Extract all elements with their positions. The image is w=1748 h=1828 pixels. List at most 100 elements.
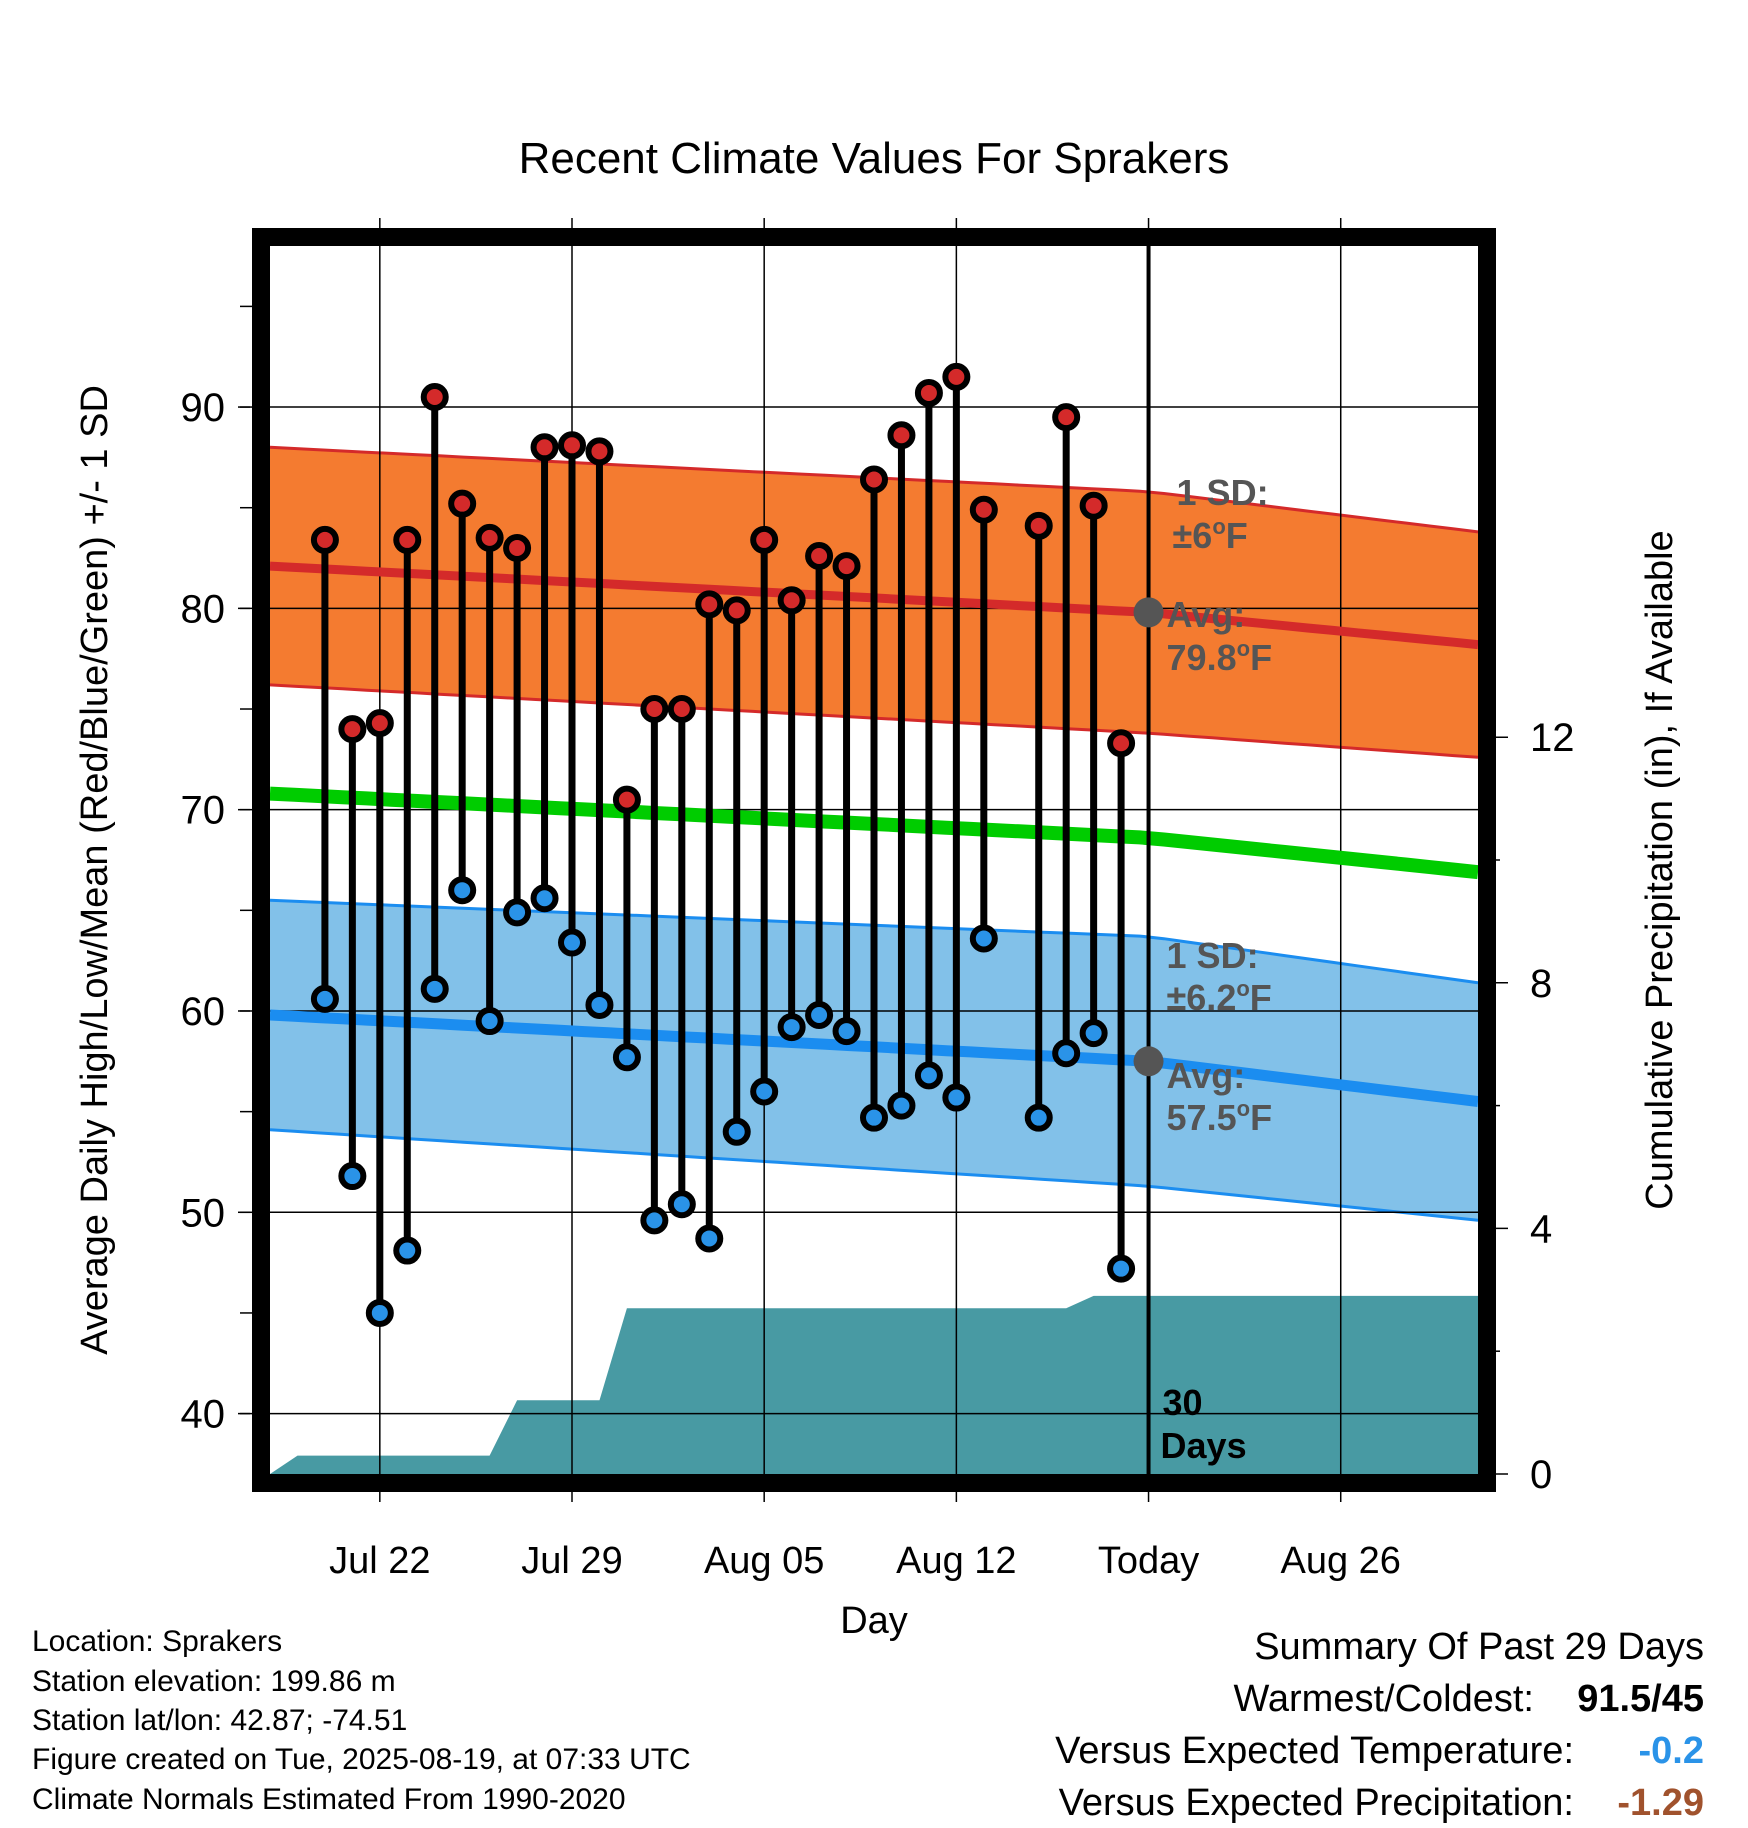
daily-high-point xyxy=(1107,729,1136,758)
daily-high-point xyxy=(969,495,998,524)
daily-low-point xyxy=(612,1043,641,1072)
daily-low-point xyxy=(393,1236,422,1265)
footer-normals: Climate Normals Estimated From 1990-2020 xyxy=(32,1783,626,1816)
x-axis-label: Day xyxy=(840,1600,908,1642)
daily-low-point xyxy=(585,990,614,1019)
daily-high-point xyxy=(503,533,532,562)
daily-high-point xyxy=(1079,491,1108,520)
low-sd-value: ±6.2oF xyxy=(1167,976,1272,1018)
daily-low-point xyxy=(805,1001,834,1030)
x-tick-label: Jul 29 xyxy=(521,1540,622,1582)
daily-high-point xyxy=(558,431,586,460)
daily-high-point xyxy=(420,382,449,411)
daily-low-point xyxy=(942,1083,971,1112)
daily-high-point xyxy=(887,421,916,450)
daily-high-point xyxy=(777,586,806,615)
y2-tick-label: 8 xyxy=(1530,962,1552,1006)
daily-high-point xyxy=(393,525,422,554)
daily-low-point xyxy=(530,884,559,913)
daily-high-point xyxy=(667,695,696,724)
high-sd-value: ±6oF xyxy=(1173,514,1248,556)
daily-high-point xyxy=(640,695,669,724)
today-low-avg-dot xyxy=(1133,1046,1164,1077)
daily-low-point xyxy=(365,1298,394,1327)
daily-high-point xyxy=(1052,403,1081,432)
daily-low-point xyxy=(503,898,532,927)
footer-created: Figure created on Tue, 2025-08-19, at 07… xyxy=(32,1743,691,1776)
daily-low-point xyxy=(640,1206,669,1235)
daily-low-point xyxy=(969,924,998,953)
low-sd-label: 1 SD: xyxy=(1167,935,1259,976)
x-tick-label: Aug 12 xyxy=(896,1540,1016,1582)
daily-low-point xyxy=(695,1224,724,1253)
summary-precip-value: -1.29 xyxy=(1617,1782,1704,1824)
daily-low-point xyxy=(1107,1254,1136,1283)
y-axis-label: Average Daily High/Low/Mean (Red/Blue/Gr… xyxy=(74,385,116,1355)
daily-high-point xyxy=(585,437,614,466)
high-avg-label: Avg: xyxy=(1167,594,1246,635)
daily-low-point xyxy=(448,876,477,905)
y-tick-label: 80 xyxy=(181,587,226,631)
y-tick-label: 40 xyxy=(181,1393,226,1437)
y2-tick-label: 4 xyxy=(1530,1207,1552,1251)
daily-high-point xyxy=(722,596,751,625)
low-avg-label: Avg: xyxy=(1167,1055,1246,1096)
x-tick-label: Jul 22 xyxy=(329,1540,430,1582)
daily-high-point xyxy=(750,525,779,554)
daily-low-point xyxy=(420,974,449,1003)
summary-warm-cold: Warmest/Coldest: 91.5/45 xyxy=(1055,1679,1704,1731)
low-avg-value: 57.5oF xyxy=(1167,1096,1273,1138)
daily-low-point xyxy=(722,1117,751,1146)
daily-low-point xyxy=(914,1061,943,1090)
daily-high-point xyxy=(475,523,504,552)
footer-latlon: Station lat/lon: 42.87; -74.51 xyxy=(32,1704,408,1737)
high-avg-value: 79.8oF xyxy=(1167,636,1273,678)
daily-high-point xyxy=(365,709,394,738)
daily-low-point xyxy=(887,1091,916,1120)
daily-low-point xyxy=(750,1077,779,1106)
footer-metadata: Location: Sprakers Station elevation: 19… xyxy=(32,1627,691,1815)
daily-high-point xyxy=(860,465,888,494)
summary-precip: Versus Expected Precipitation: -1.29 xyxy=(1055,1783,1704,1823)
daily-high-point xyxy=(914,378,943,407)
daily-high-point xyxy=(805,542,834,571)
daily-high-point xyxy=(612,785,641,814)
low-band-lower-edge xyxy=(270,1128,1478,1222)
daily-low-point xyxy=(1079,1019,1108,1048)
daily-low-point xyxy=(310,984,339,1013)
summary-warm-cold-value: 91.5/45 xyxy=(1577,1678,1704,1720)
summary-panel: Summary Of Past 29 Days Warmest/Coldest:… xyxy=(1055,1627,1704,1823)
precipitation-area xyxy=(270,1295,1478,1474)
summary-temp-label: Versus Expected Temperature: xyxy=(1055,1730,1574,1772)
plot-frame xyxy=(252,228,1496,1492)
x-tick-label: Aug 05 xyxy=(704,1540,824,1582)
high-sd-label: 1 SD: xyxy=(1177,472,1269,513)
y2-axis-label: Cumulative Precipitation (in), If Availa… xyxy=(1639,530,1681,1209)
daily-high-point xyxy=(695,590,724,619)
daily-low-point xyxy=(1024,1103,1053,1132)
y-tick-label: 70 xyxy=(181,789,226,833)
daily-low-point xyxy=(558,928,586,957)
daily-high-point xyxy=(832,552,861,581)
daily-low-point xyxy=(667,1190,696,1219)
daily-low-point xyxy=(475,1007,504,1036)
y-tick-label: 60 xyxy=(181,990,226,1034)
daily-low-point xyxy=(832,1017,861,1046)
footer-location: Location: Sprakers xyxy=(32,1625,283,1658)
y2-tick-label: 12 xyxy=(1530,716,1575,760)
daily-high-point xyxy=(530,433,559,462)
x-tick-label: Today xyxy=(1098,1540,1199,1582)
chart-title: Recent Climate Values For Sprakers xyxy=(519,134,1230,183)
days-word-label: Days xyxy=(1161,1425,1247,1466)
today-high-avg-dot xyxy=(1133,597,1164,628)
footer-elevation: Station elevation: 199.86 m xyxy=(32,1665,396,1698)
daily-high-point xyxy=(942,362,971,391)
daily-high-point xyxy=(310,525,339,554)
days-number-label: 30 xyxy=(1163,1382,1203,1423)
daily-low-point xyxy=(338,1162,367,1191)
y-tick-label: 50 xyxy=(181,1191,226,1235)
daily-low-point xyxy=(777,1013,806,1042)
y-tick-label: 90 xyxy=(181,386,226,430)
